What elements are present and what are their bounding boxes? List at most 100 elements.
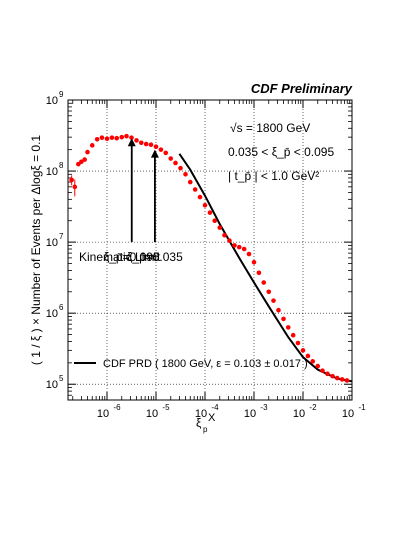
data-point <box>94 136 100 142</box>
y-tick-label-exponent: 8 <box>59 161 64 170</box>
data-point <box>207 210 213 215</box>
x-axis-label-main: ξ <box>196 416 202 430</box>
tick-marks <box>68 99 353 400</box>
data-point <box>104 136 110 142</box>
x-axis-label-suffix: X <box>208 412 216 424</box>
data-point <box>138 140 144 146</box>
data-point <box>153 144 159 150</box>
data-point <box>339 377 345 382</box>
x-tick-label-exponent: -6 <box>113 403 121 412</box>
y-axis-label: ( 1 / ξ ) × Number of Events per Δlogξ =… <box>29 135 43 366</box>
data-point <box>212 218 218 224</box>
data-point <box>276 307 281 313</box>
data-point <box>187 179 193 185</box>
x-tick-label: 10 <box>146 408 158 420</box>
x-tick-label-exponent: -2 <box>309 403 317 412</box>
y-tick-label: 10 <box>46 95 58 107</box>
y-tick-label: 10 <box>46 308 58 320</box>
data-point <box>178 165 183 171</box>
data-point <box>197 194 203 200</box>
data-point <box>241 246 247 252</box>
y-tick-label: 10 <box>46 237 58 249</box>
data-point <box>148 142 154 147</box>
data-point <box>183 172 188 177</box>
x-tick-label: 10 <box>244 408 256 420</box>
x-tick-label-exponent: -1 <box>358 403 366 412</box>
data-point <box>227 238 232 243</box>
legend-label: CDF PRD ( 1800 GeV, ε = 0.103 ± 0.017 ) <box>103 358 308 370</box>
y-tick-label: 10 <box>46 379 58 391</box>
data-point <box>158 147 164 152</box>
data-point <box>290 332 296 338</box>
data-point <box>232 243 237 248</box>
data-point <box>114 135 120 141</box>
x-tick-label: 10 <box>195 408 207 420</box>
y-tick-label-exponent: 5 <box>59 374 64 383</box>
plot-frame <box>67 99 353 401</box>
data-point <box>325 371 330 377</box>
data-point <box>320 368 325 374</box>
arrow-label: ξ_p̄=0.035 <box>127 250 183 264</box>
data-point <box>236 244 242 250</box>
arrow-label: ξ_p̄=0.095 <box>104 250 160 264</box>
data-point <box>163 150 169 156</box>
data-point <box>168 156 174 161</box>
arrow-head <box>150 149 159 158</box>
data-point <box>89 143 95 148</box>
data-point <box>266 289 272 295</box>
data-point <box>85 149 90 155</box>
data-point <box>251 259 257 265</box>
data-point <box>192 187 198 192</box>
data-point <box>330 373 335 379</box>
x-axis-label: ξ p X <box>196 412 216 434</box>
y-tick-label-exponent: 9 <box>59 90 64 99</box>
x-axis-label-sub: p <box>203 425 208 434</box>
x-tick-label: 10 <box>97 408 109 420</box>
data-point <box>261 280 267 285</box>
x-tick-label-exponent: -3 <box>260 403 268 412</box>
chart-title: CDF Preliminary <box>251 81 353 96</box>
data-point <box>173 160 178 166</box>
data-point <box>217 225 223 230</box>
data-point <box>310 359 316 364</box>
x-tick-label-exponent: -5 <box>162 403 170 412</box>
data-point <box>143 141 149 147</box>
x-tick-label-exponent: -4 <box>211 403 219 412</box>
data-point <box>99 135 105 140</box>
data-point <box>300 348 306 353</box>
kinematic-limit-label: Kinematic Limit <box>79 250 161 264</box>
data-point <box>344 378 350 383</box>
data-point <box>271 298 276 303</box>
data-point <box>334 375 340 381</box>
data-point <box>69 177 74 183</box>
data-point <box>256 270 262 276</box>
data-point <box>129 135 134 140</box>
cut-label-xi: 0.035 < ξ_p̄ < 0.095 <box>228 145 334 159</box>
data-points <box>69 133 350 383</box>
data-point <box>134 138 139 143</box>
data-point <box>305 353 311 359</box>
data-point <box>315 363 321 369</box>
data-point <box>202 202 208 208</box>
cut-label-t: | t_p̄ | < 1.0 GeV² <box>228 169 319 183</box>
x-tick-label: 10 <box>293 408 305 420</box>
x-tick-labels: 10 -6 10 -5 10 -4 10 -3 10 -2 10 -1 <box>97 403 366 420</box>
arrow-head <box>127 138 136 147</box>
y-tick-label-exponent: 7 <box>59 232 64 241</box>
data-point <box>295 340 301 346</box>
data-point <box>246 251 252 257</box>
data-point <box>281 316 286 322</box>
data-point <box>222 232 227 238</box>
data-point <box>72 184 78 190</box>
data-point <box>124 133 129 139</box>
data-point <box>82 157 87 162</box>
data-point <box>79 159 84 165</box>
x-tick-label: 10 <box>342 408 354 420</box>
data-point <box>285 325 291 330</box>
y-tick-label-exponent: 6 <box>59 303 64 312</box>
data-point <box>119 134 125 140</box>
data-point <box>109 135 115 140</box>
